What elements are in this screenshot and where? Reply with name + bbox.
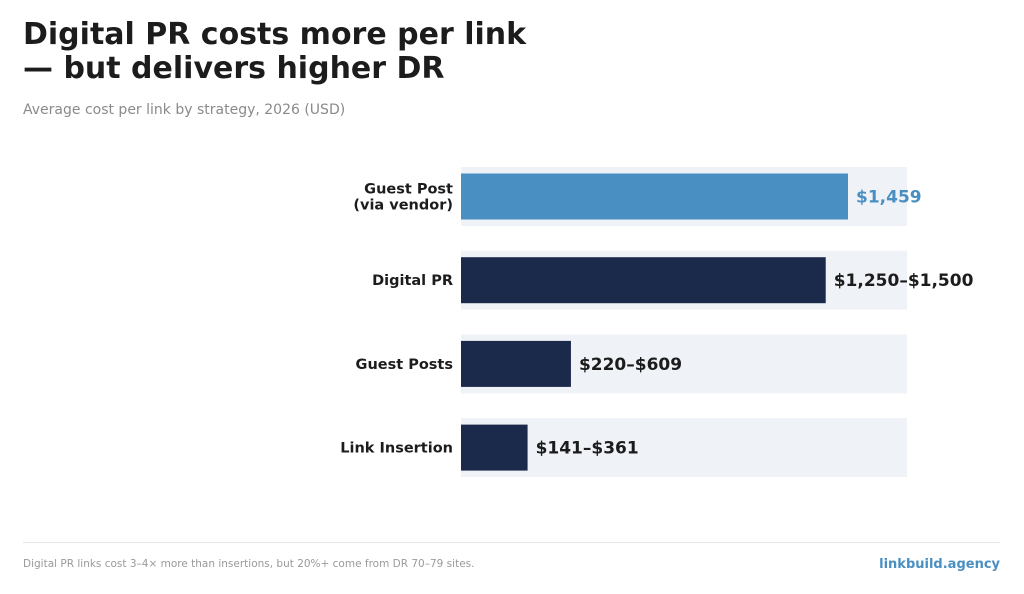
chart-subtitle: Average cost per link by strategy, 2026 … xyxy=(23,102,346,118)
category-label: Guest Post (via vendor) xyxy=(353,182,453,214)
category-label: Guest Posts xyxy=(356,357,453,373)
brand-link[interactable]: linkbuild.agency xyxy=(879,557,1000,572)
bar-row: Digital PR $1,250–$1,500 xyxy=(372,250,974,310)
category-label-line: Link Insertion xyxy=(340,441,453,457)
bar-row: Guest Post (via vendor) $1,459 xyxy=(353,167,922,226)
bar xyxy=(461,173,848,220)
category-label-line: Digital PR xyxy=(372,273,453,289)
bar-row: Link Insertion $141–$361 xyxy=(340,418,907,478)
bar xyxy=(461,257,826,304)
category-label-line: Guest Posts xyxy=(356,357,453,373)
bar-track xyxy=(461,418,907,478)
bar-row: Guest Posts $220–$609 xyxy=(356,334,907,394)
value-label: $1,250–$1,500 xyxy=(834,271,974,291)
bar xyxy=(461,424,528,471)
chart-title-line-2: — but delivers higher DR xyxy=(23,51,445,86)
category-label: Digital PR xyxy=(372,273,453,289)
value-label: $1,459 xyxy=(856,188,922,208)
chart-title: Digital PR costs more per link — but del… xyxy=(23,18,663,86)
footer-divider xyxy=(23,542,1000,543)
category-label-line: (via vendor) xyxy=(353,198,453,214)
footnote: Digital PR links cost 3–4× more than ins… xyxy=(23,558,475,570)
bar xyxy=(461,340,571,387)
value-label: $220–$609 xyxy=(579,355,682,375)
chart-title-line-1: Digital PR costs more per link xyxy=(23,17,527,52)
category-label-line: Guest Post xyxy=(364,182,453,198)
value-label: $141–$361 xyxy=(536,439,639,459)
category-label: Link Insertion xyxy=(340,441,453,457)
bar-chart: Guest Post (via vendor) $1,459 Digital PR $1… xyxy=(340,167,974,478)
